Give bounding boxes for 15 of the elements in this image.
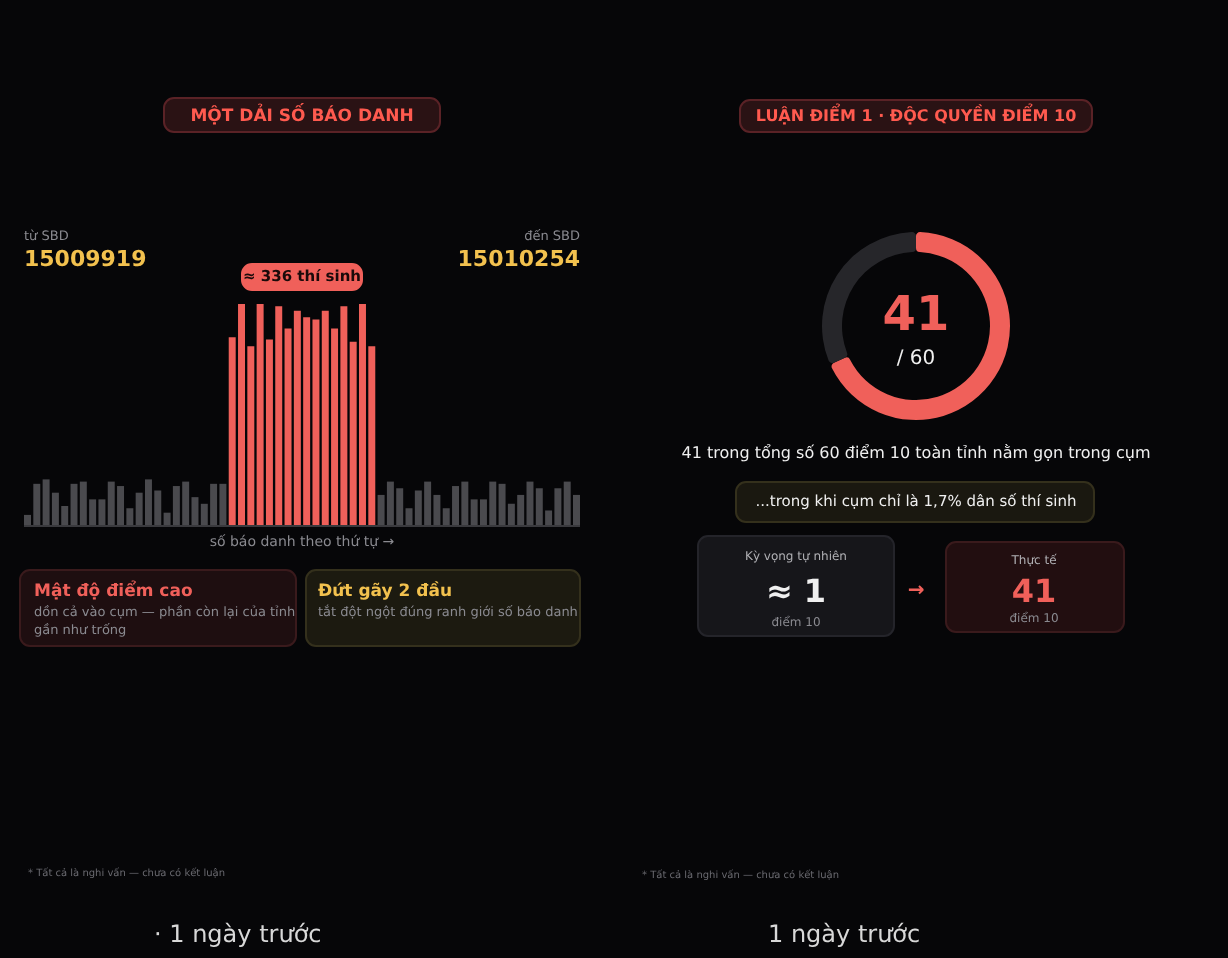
text: Mật độ điểm cao <box>34 580 193 602</box>
text: 15010254 <box>457 246 581 272</box>
text: 41 <box>882 286 950 342</box>
donut-slice <box>831 232 1010 420</box>
text: · 1 ngày trước <box>154 920 322 948</box>
text: Đứt gãy 2 đầu <box>318 580 452 602</box>
text: → <box>907 580 925 602</box>
chart-title: MỘT DẢI SỐ BÁO DANH <box>190 103 414 127</box>
text: 41 trong tổng số 60 điểm 10 toàn tỉnh nằm gọn trong cụm <box>681 442 1151 462</box>
chart-title: LUẬN ĐIỂM 1 · ĐỘC QUYỀN ĐIỂM 10 <box>755 103 1078 125</box>
text: / 60 <box>896 348 936 370</box>
text: ≈ 1 <box>765 572 827 610</box>
text: 15009919 <box>24 246 147 272</box>
text: 41 <box>1011 572 1057 610</box>
text: 1 ngày trước <box>768 920 921 948</box>
